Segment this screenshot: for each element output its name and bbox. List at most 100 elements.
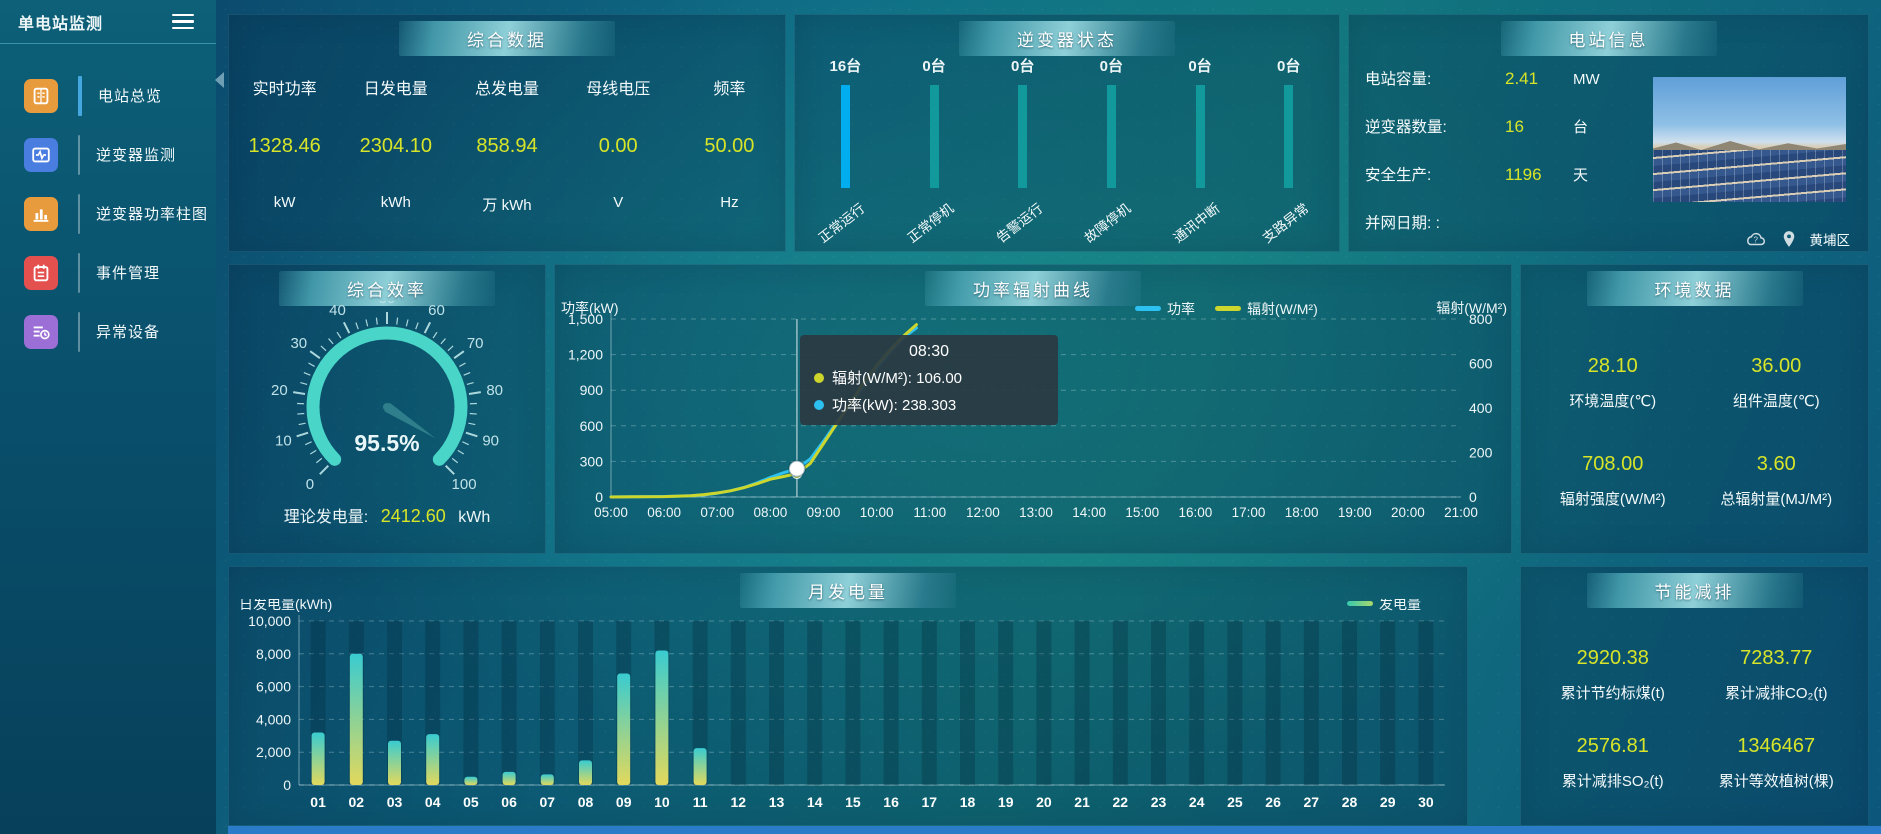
svg-text:18: 18 <box>960 794 976 810</box>
environment-stat-value: 28.10 <box>1587 355 1638 377</box>
svg-text:25: 25 <box>1227 794 1243 810</box>
svg-text:100: 100 <box>452 476 477 493</box>
sidebar-item-inverter-power-bars[interactable]: 逆变器功率柱图 <box>0 184 216 243</box>
chart-tooltip: 08:30 辐射(W/M²): 106.00 功率(kW): 238.303 <box>800 335 1058 425</box>
inverter-status-item: 0台 故障停机 <box>1067 55 1156 251</box>
inverter-status-label-wrap: 支路异常 <box>1244 198 1333 250</box>
station-info-rows: 电站容量: 2.41 MW 逆变器数量: 16 台安全生产: 1196 天并网日期: : <box>1365 67 1665 259</box>
svg-text:16: 16 <box>883 794 899 810</box>
svg-text:600: 600 <box>580 418 604 434</box>
panel-inverter-status: 逆变器状态 16台 正常运行 0台 正常停机 0台 告警运行 0台 故障停机 0台 通讯中断 0台支… <box>794 14 1340 252</box>
summary-stat-label: 总发电量 <box>475 81 540 98</box>
inverter-count: 0台 <box>1277 58 1301 75</box>
energy-savings-stats: 2920.38 累计节约标煤(t) 7283.77 累计减排CO₂(t) 2576.81… <box>1531 621 1858 817</box>
svg-text:13:00: 13:00 <box>1019 505 1053 520</box>
summary-stat-value: 0.00 <box>598 135 638 157</box>
abnormal-device-icon <box>24 314 58 349</box>
svg-text:03: 03 <box>387 794 403 810</box>
inverter-status-bar <box>1106 85 1116 188</box>
savings-stat-value: 7283.77 <box>1740 647 1813 669</box>
horizontal-scrollbar[interactable] <box>228 826 1881 834</box>
svg-text:19: 19 <box>998 794 1014 810</box>
svg-text:07: 07 <box>540 794 556 810</box>
svg-text:发电量: 发电量 <box>1379 599 1421 612</box>
station-info-unit: 台 <box>1573 119 1589 136</box>
sidebar-item-label: 事件管理 <box>96 265 161 282</box>
svg-text:09: 09 <box>616 794 632 810</box>
location-pin-icon[interactable] <box>1782 230 1796 248</box>
svg-text:15:00: 15:00 <box>1125 505 1159 520</box>
inverter-status-label-wrap: 通讯中断 <box>1156 198 1245 250</box>
sidebar: 单电站监测 电站总览 逆变器监测 逆变器功率柱图 事件管理 异常设备 <box>0 0 216 834</box>
panel-title-environment: 环境数据 <box>1586 271 1803 306</box>
sidebar-item-abnormal-device[interactable]: 异常设备 <box>0 302 216 361</box>
svg-text:40: 40 <box>329 302 346 319</box>
svg-text:06: 06 <box>501 794 517 810</box>
event-management-icon <box>24 255 58 290</box>
efficiency-gauge: 0 10 20 30 40 50 60 70 80 90 100 95.5% <box>229 290 545 508</box>
svg-text:17:00: 17:00 <box>1232 505 1266 520</box>
sidebar-item-inverter-monitor[interactable]: 逆变器监测 <box>0 125 216 184</box>
savings-stat: 2920.38 累计节约标煤(t) <box>1531 647 1695 703</box>
panel-title-summary: 综合数据 <box>399 21 615 56</box>
svg-text:95.5%: 95.5% <box>354 430 419 456</box>
inverter-status-label: 支路异常 <box>1259 200 1312 246</box>
environment-stat: 3.60 总辐射量(MJ/M²) <box>1695 453 1859 509</box>
savings-stat: 7283.77 累计减排CO₂(t) <box>1695 647 1859 703</box>
svg-text:0: 0 <box>306 476 314 493</box>
svg-text:90: 90 <box>482 433 499 450</box>
svg-text:1,200: 1,200 <box>568 347 603 363</box>
svg-text:04: 04 <box>425 794 441 810</box>
svg-text:10:00: 10:00 <box>860 505 894 520</box>
summary-stat: 频率 50.00 Hz <box>674 59 785 251</box>
sidebar-item-station-overview[interactable]: 电站总览 <box>0 66 216 125</box>
svg-text:0: 0 <box>283 777 291 793</box>
svg-text:功率(kW): 功率(kW) <box>561 301 619 316</box>
svg-text:20:00: 20:00 <box>1391 505 1425 520</box>
svg-text:14: 14 <box>807 794 823 810</box>
savings-stat-value: 1346467 <box>1737 735 1816 757</box>
svg-text:08:00: 08:00 <box>753 505 787 520</box>
svg-text:10: 10 <box>275 433 292 450</box>
photo-solar-panels <box>1653 149 1846 202</box>
svg-text:29: 29 <box>1380 794 1396 810</box>
weather-cloud-icon[interactable]: ? <box>1744 231 1768 247</box>
inverter-status-bar <box>840 85 850 188</box>
station-info-row: 并网日期: : <box>1365 211 1665 259</box>
environment-stat: 708.00 辐射强度(W/M²) <box>1531 453 1695 509</box>
inverter-status-label: 故障停机 <box>1082 200 1134 246</box>
svg-text:1,500: 1,500 <box>568 311 603 327</box>
station-location-row: ? 黄埔区 <box>1744 229 1850 249</box>
menu-toggle-icon[interactable] <box>168 10 198 34</box>
svg-text:06:00: 06:00 <box>647 505 681 520</box>
svg-text:13: 13 <box>769 794 785 810</box>
svg-text:16:00: 16:00 <box>1178 505 1212 520</box>
tooltip-series-row: 辐射(W/M²): 106.00 <box>814 367 1044 388</box>
svg-text:20: 20 <box>1036 794 1052 810</box>
station-info-row: 电站容量: 2.41 MW <box>1365 67 1665 115</box>
environment-stat-label: 总辐射量(MJ/M²) <box>1720 491 1833 508</box>
theoretical-generation: 理论发电量: 2412.60 kWh <box>229 503 545 527</box>
svg-text:21:00: 21:00 <box>1444 505 1478 520</box>
summary-stat-unit: Hz <box>720 194 739 211</box>
station-info-label: 逆变器数量: <box>1365 119 1447 136</box>
menu-item-indicator <box>78 134 80 175</box>
svg-text:17: 17 <box>922 794 938 810</box>
tooltip-series-dot <box>814 372 824 383</box>
svg-text:24: 24 <box>1189 794 1205 810</box>
power-radiation-line-chart[interactable]: 0 300 600 900 1,200 1,500 0 200 400 600 800 05:00 06… <box>555 301 1513 553</box>
sidebar-collapse-arrow[interactable] <box>215 72 224 88</box>
environment-stat-label: 辐射强度(W/M²) <box>1559 491 1666 508</box>
svg-text:辐射(W/M²): 辐射(W/M²) <box>1436 301 1507 316</box>
svg-text:70: 70 <box>467 335 484 352</box>
inverter-status-label-wrap: 故障停机 <box>1067 198 1156 250</box>
sidebar-item-event-management[interactable]: 事件管理 <box>0 243 216 302</box>
summary-stat: 总发电量 858.94 万 kWh <box>451 59 562 251</box>
svg-text:11: 11 <box>693 794 708 810</box>
inverter-status-bar <box>1284 85 1294 188</box>
environment-stat-label: 组件温度(℃) <box>1732 393 1820 410</box>
summary-stat: 母线电压 0.00 V <box>563 59 674 251</box>
panel-energy-savings: 节能减排 2920.38 累计节约标煤(t) 7283.77 累计减排CO₂(t) 25… <box>1520 566 1869 826</box>
